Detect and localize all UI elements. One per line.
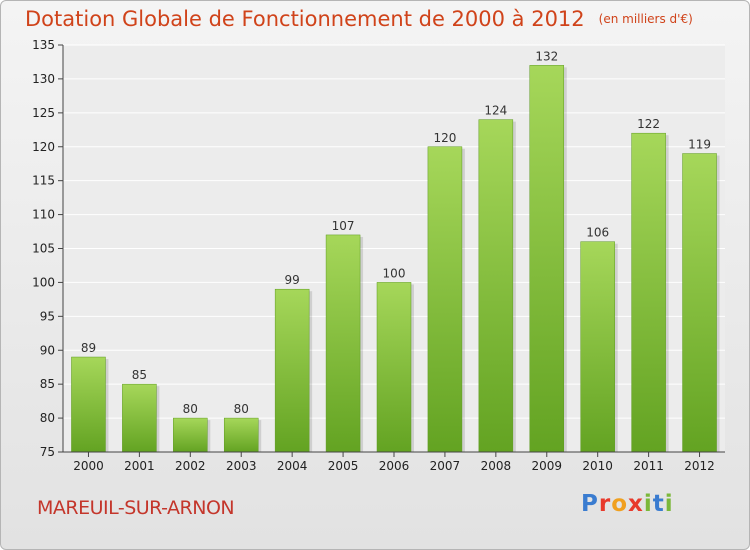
bar — [580, 241, 615, 453]
bar — [223, 417, 259, 453]
y-tick-label: 120 — [32, 140, 55, 154]
proxiti-logo[interactable]: Proxiti — [581, 491, 674, 517]
y-tick-label: 135 — [32, 38, 55, 52]
y-tick-label: 115 — [32, 174, 55, 188]
x-tick-label: 2003 — [226, 459, 257, 473]
commune-name: MAREUIL-SUR-ARNON — [37, 497, 235, 519]
y-tick-label: 95 — [40, 309, 55, 323]
bar — [529, 65, 565, 453]
y-tick-label: 90 — [40, 343, 55, 357]
data-label: 107 — [332, 219, 355, 233]
x-tick-label: 2009 — [531, 459, 562, 473]
bars: 89 85 80 80 99 107 100 120 124 132 106 122 119 — [71, 49, 720, 453]
bar — [122, 383, 157, 453]
chart-title-block: Dotation Globale de Fonctionnement de 20… — [25, 7, 693, 31]
x-tick-label: 2002 — [175, 459, 206, 473]
bar — [427, 146, 463, 453]
data-label: 100 — [383, 266, 406, 280]
data-label: 89 — [81, 341, 96, 355]
x-tick-label: 2012 — [684, 459, 715, 473]
bar — [274, 288, 310, 453]
data-label: 120 — [433, 131, 456, 145]
x-tick-label: 2001 — [124, 459, 155, 473]
data-label: 122 — [637, 117, 660, 131]
data-label: 119 — [688, 138, 711, 152]
x-tick-label: 2004 — [277, 459, 308, 473]
y-tick-label: 110 — [32, 208, 55, 222]
bar — [478, 119, 514, 453]
axes: 75 80 85 90 95 100 105 110 115 120 125 130 135 2000 20… — [32, 38, 725, 473]
logo-letter: P — [581, 491, 599, 517]
y-tick-label: 85 — [40, 377, 55, 391]
y-tick-label: 105 — [32, 242, 55, 256]
data-label: 85 — [132, 368, 147, 382]
x-tick-label: 2008 — [481, 459, 512, 473]
logo-letter: o — [611, 491, 629, 517]
bar — [682, 153, 717, 453]
y-tick-label: 130 — [32, 72, 55, 86]
logo-letter: r — [598, 491, 612, 517]
y-tick-label: 75 — [40, 445, 55, 459]
x-tick-label: 2005 — [328, 459, 359, 473]
x-tick-label: 2000 — [73, 459, 104, 473]
bar — [376, 282, 412, 453]
y-tick-label: 125 — [32, 106, 55, 120]
x-tick-label: 2006 — [379, 459, 410, 473]
data-label: 106 — [586, 226, 609, 240]
data-label: 80 — [234, 402, 249, 416]
x-tick-label: 2010 — [582, 459, 613, 473]
x-tick-label: 2007 — [430, 459, 461, 473]
data-label: 80 — [183, 402, 198, 416]
data-label: 124 — [484, 104, 507, 118]
data-label: 132 — [535, 49, 558, 63]
bar — [71, 356, 106, 453]
logo-letter: t — [652, 491, 665, 517]
bar — [173, 417, 208, 453]
data-label: 99 — [285, 273, 300, 287]
logo-letter: i — [643, 491, 653, 517]
chart-subtitle: (en milliers d'€) — [598, 12, 693, 26]
logo-letter: x — [628, 491, 644, 517]
logo-letter: i — [664, 491, 674, 517]
chart-title: Dotation Globale de Fonctionnement de 20… — [25, 7, 585, 31]
bar — [325, 234, 361, 453]
x-tick-label: 2011 — [633, 459, 664, 473]
bar — [631, 132, 666, 453]
y-tick-label: 80 — [40, 411, 55, 425]
y-tick-label: 100 — [32, 275, 55, 289]
